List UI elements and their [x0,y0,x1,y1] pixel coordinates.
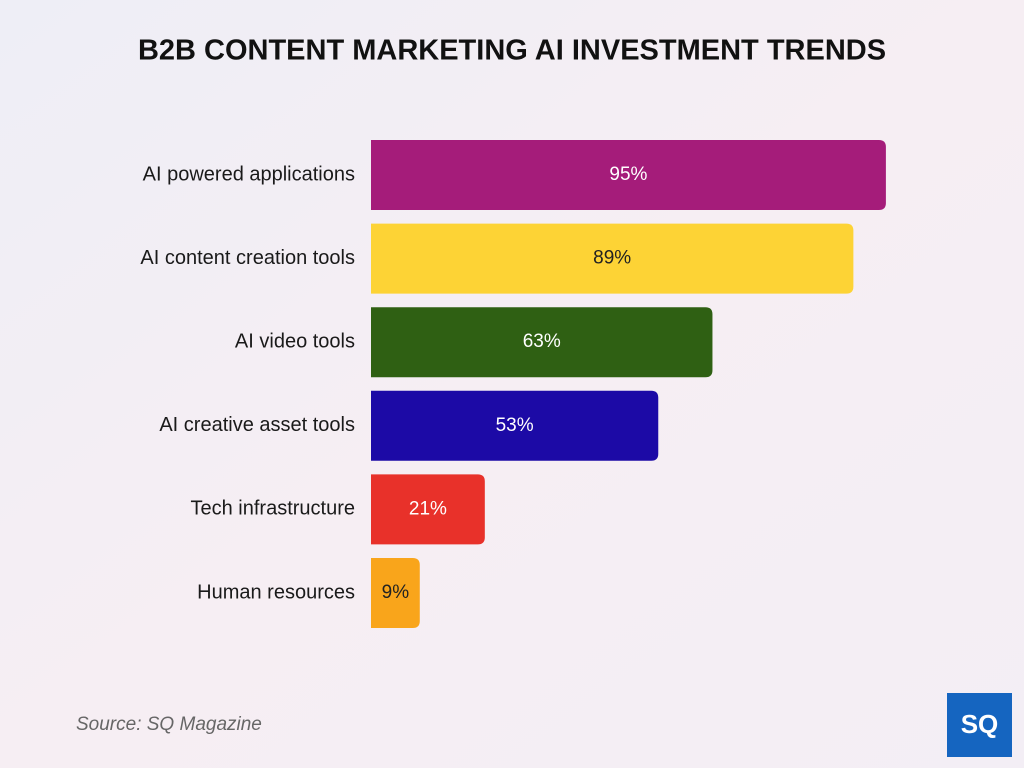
category-label: Human resources [197,581,355,603]
value-label: 21% [409,498,447,519]
category-label: AI content creation tools [140,247,355,269]
source: Source: SQ Magazine [76,714,262,735]
value-label: 89% [593,248,631,269]
value-label: 63% [523,331,561,352]
bar [371,558,420,628]
value-label: 9% [382,582,410,603]
logo: SQ [961,709,999,739]
category-label: AI video tools [235,330,355,352]
value-label: 95% [609,164,647,185]
bar [371,223,854,294]
value-label: 53% [496,415,534,436]
bar [371,390,659,461]
bar [371,140,886,210]
bar [371,307,713,378]
chart-title: B2B CONTENT MARKETING AI INVESTMENT TREN… [138,35,886,67]
category-label: AI creative asset tools [159,414,355,436]
category-label: AI powered applications [143,163,355,185]
category-label: Tech infrastructure [190,498,355,520]
bar [371,474,485,545]
logo-box [947,693,1012,757]
